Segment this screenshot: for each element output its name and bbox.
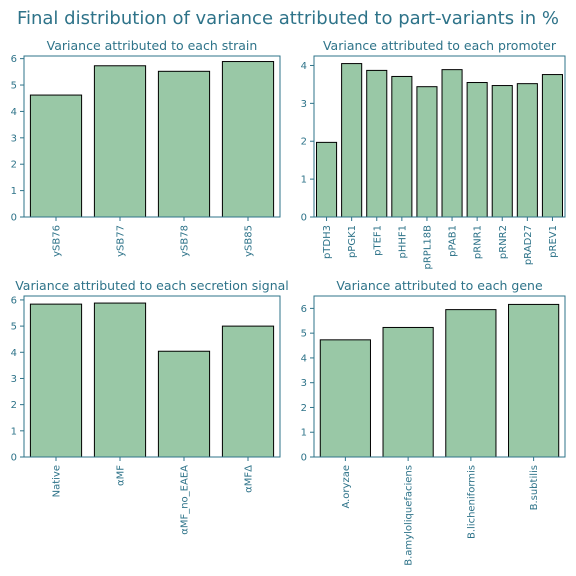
promoter-bar-prpl18b: [416, 86, 438, 218]
secretion-signal-ytick-label: 6: [11, 295, 17, 306]
secretion-signal-bar-mf-no-eaea: [157, 350, 211, 458]
gene-xtick-label-b-licheniformis: B.licheniformis: [466, 465, 477, 539]
promoter-xtick-label-ptdh3: pTDH3: [322, 225, 333, 259]
promoter-xtick-label-prpl18b: pRPL18B: [422, 225, 433, 270]
promoter-xtick-label-prad27: pRAD27: [523, 225, 534, 265]
gene-ytick-label: 5: [301, 329, 307, 340]
secretion-signal-axes-frame: [23, 295, 281, 458]
gene-bar-b-amyloliquefaciens: [382, 326, 434, 458]
strain-bar-ysb85: [221, 61, 275, 218]
gene-xtick-label-a-oryzae: A.oryzae: [341, 465, 352, 509]
promoter-xtick-label-prnr1: pRNR1: [473, 225, 484, 259]
gene-bar-b-licheniformis: [445, 309, 497, 458]
promoter-xtick-label-ptef1: pTEF1: [372, 225, 383, 256]
secretion-signal-ytick-label: 3: [11, 374, 17, 385]
secretion-signal-bar-native: [29, 303, 83, 458]
figure-title: Final distribution of variance attribute…: [16, 8, 560, 29]
promoter-bar-ptdh3: [316, 141, 338, 218]
promoter-xtick-label-prev1: pREV1: [548, 225, 559, 258]
promoter-axes-frame: [313, 55, 566, 218]
promoter-bar-prad27: [516, 83, 538, 218]
promoter-xtick-label-prnr2: pRNR2: [498, 225, 509, 259]
strain-bar-ysb77: [93, 65, 147, 218]
promoter-ytick-label: 3: [301, 99, 307, 110]
promoter-xtick-label-phhf1: pHHF1: [397, 225, 408, 259]
promoter-bar-ppgk1: [341, 63, 363, 218]
gene-ytick-label: 6: [301, 304, 307, 315]
strain-ytick-label: 4: [11, 107, 17, 118]
gene-ytick-label: 2: [301, 403, 307, 414]
strain-xtick-label-ysb85: ySB85: [244, 225, 255, 257]
promoter-bar-prnr1: [466, 82, 488, 218]
gene-ytick-label: 3: [301, 378, 307, 389]
promoter-panel-title: Variance attributed to each promoter: [323, 38, 557, 53]
secretion-signal-ytick-label: 2: [11, 400, 17, 411]
strain-ytick-label: 0: [11, 213, 17, 224]
panel-secretion-signal: Variance attributed to each secretion si…: [11, 278, 289, 535]
promoter-ytick-label: 1: [301, 175, 307, 186]
promoter-bar-ppab1: [441, 69, 463, 218]
secretion-signal-ytick-label: 4: [11, 348, 17, 359]
strain-ytick-label: 3: [11, 133, 17, 144]
panel-strain: Variance attributed to each strain 0 1 2 3 4 5…: [11, 38, 281, 257]
strain-ytick-label: 6: [11, 54, 17, 65]
strain-xtick-label-ysb77: ySB77: [116, 225, 127, 257]
panel-gene: Variance attributed to each gene 0 1 2 3 4 5 6 A…: [301, 278, 566, 566]
promoter-bar-ptef1: [366, 69, 388, 218]
promoter-ytick-label: 4: [301, 61, 307, 72]
secretion-signal-ytick-label: 5: [11, 322, 17, 333]
strain-bar-ysb76: [29, 94, 83, 218]
gene-bar-a-oryzae: [319, 339, 371, 458]
promoter-xtick-label-ppab1: pPAB1: [448, 225, 459, 257]
gene-xtick-label-b-amyloliquefaciens: B.amyloliquefaciens: [404, 465, 415, 566]
strain-axes-frame: [23, 55, 281, 218]
promoter-bar-phhf1: [391, 75, 413, 218]
gene-ytick-label: 1: [301, 428, 307, 439]
strain-xtick-label-ysb78: ySB78: [180, 225, 191, 257]
secretion-signal-xtick-label-mf-no-eaea: αMF_no_EAEA: [180, 465, 191, 535]
strain-ytick-label: 2: [11, 160, 17, 171]
promoter-ytick-label: 0: [301, 213, 307, 224]
gene-bar-b-subtilis: [508, 303, 560, 458]
secretion-signal-bar-mf: [221, 325, 275, 458]
secretion-signal-bar-mf: [93, 302, 147, 458]
gene-panel-title: Variance attributed to each gene: [336, 278, 543, 293]
secretion-signal-xtick-label-mf: αMF: [116, 465, 127, 486]
strain-bar-ysb78: [157, 70, 211, 218]
strain-panel-title: Variance attributed to each strain: [47, 38, 258, 53]
promoter-bar-prnr2: [491, 85, 513, 218]
strain-xtick-label-ysb76: ySB76: [52, 225, 63, 257]
secretion-signal-ytick-label: 0: [11, 453, 17, 464]
promoter-ytick-label: 2: [301, 137, 307, 148]
secretion-signal-ytick-label: 1: [11, 426, 17, 437]
gene-xtick-label-b-subtilis: B.subtilis: [529, 465, 540, 510]
promoter-xtick-label-ppgk1: pPGK1: [347, 225, 358, 258]
secretion-signal-xtick-label-mf: αMFΔ: [244, 465, 255, 493]
gene-ytick-label: 4: [301, 353, 307, 364]
panel-promoter: Variance attributed to each promoter 0 1 2 3…: [301, 38, 566, 270]
strain-ytick-label: 1: [11, 186, 17, 197]
secretion-signal-panel-title: Variance attributed to each secretion si…: [15, 278, 289, 293]
promoter-bar-prev1: [541, 74, 563, 218]
secretion-signal-xtick-label-native: Native: [52, 465, 63, 497]
gene-ytick-label: 0: [301, 453, 307, 464]
gene-axes-frame: [313, 295, 566, 458]
strain-ytick-label: 5: [11, 81, 17, 92]
